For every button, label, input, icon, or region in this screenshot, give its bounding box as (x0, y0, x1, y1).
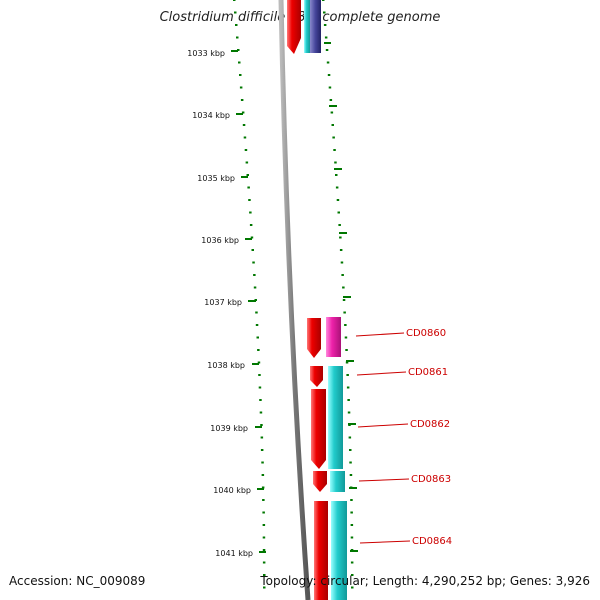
ruler-label: 1041 kbp (215, 549, 253, 558)
genome-summary-text: Topology: circular; Length: 4,290,252 bp… (260, 574, 590, 588)
leader-cd0864 (359, 540, 411, 544)
gene-label-cd0864[interactable]: CD0864 (412, 536, 452, 547)
inner-ruler-ticks (324, 42, 358, 552)
accession-text: Accession: NC_009089 (9, 574, 146, 588)
ruler-label: 1039 kbp (210, 424, 248, 433)
gene-top-red[interactable] (287, 0, 301, 54)
leader-cd0863 (358, 478, 410, 482)
genome-backbone (278, 0, 311, 600)
gene-cd0863[interactable] (313, 471, 327, 492)
gene-cd0861[interactable] (310, 366, 323, 387)
gene-cd0862[interactable] (311, 389, 326, 469)
gene-cd0864[interactable] (314, 501, 328, 600)
ruler-label: 1040 kbp (213, 486, 251, 495)
ruler-label: 1035 kbp (197, 174, 235, 183)
ruler-label: 1037 kbp (204, 298, 242, 307)
cds-cd0864-cyan[interactable] (331, 501, 347, 600)
leader-cd0861 (356, 371, 407, 376)
ruler-label: 1036 kbp (201, 236, 239, 245)
inner-ruler-dots (322, 0, 354, 589)
cds-cd0860-magenta[interactable] (326, 317, 341, 357)
cds-top-blue[interactable] (310, 0, 321, 53)
gene-label-cd0861[interactable]: CD0861 (408, 367, 448, 378)
outer-ruler-dots (233, 0, 266, 589)
cds-cd0863-cyan[interactable] (330, 471, 345, 492)
gene-label-cd0860[interactable]: CD0860 (406, 328, 446, 339)
leader-cd0860 (355, 332, 405, 337)
label-leaders (355, 332, 411, 544)
gene-label-cd0863[interactable]: CD0863 (411, 474, 451, 485)
ruler-label: 1034 kbp (192, 111, 230, 120)
ruler-label: 1038 kbp (207, 361, 245, 370)
leader-cd0862 (357, 423, 409, 428)
gene-labels: CD0860 CD0861 CD0862 CD0863 CD0864 (406, 328, 452, 547)
gene-label-cd0862[interactable]: CD0862 (410, 419, 450, 430)
gene-cd0860[interactable] (307, 318, 321, 358)
cds-cd0861-cyan[interactable] (328, 366, 343, 469)
ruler: 1033 kbp 1034 kbp 1035 kbp 1036 kbp 1037… (187, 49, 266, 558)
cds-top-cyan[interactable] (304, 0, 310, 53)
ruler-label: 1033 kbp (187, 49, 225, 58)
